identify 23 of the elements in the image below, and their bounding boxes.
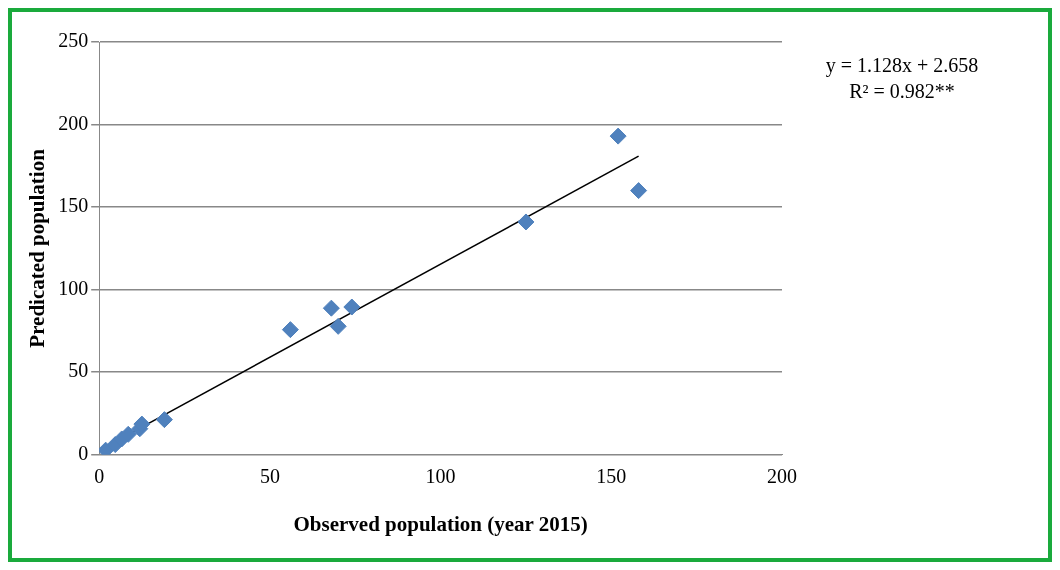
x-tick-label: 50 [259, 465, 280, 488]
point [630, 182, 648, 200]
x-tick-label: 150 [596, 465, 627, 488]
x-axis-title: Observed population (year 2015) [293, 511, 588, 536]
x-tick-label: 200 [767, 465, 797, 488]
point [322, 299, 340, 317]
point [343, 298, 361, 316]
x-tick-label: 0 [94, 465, 105, 488]
y-axis-title: Predicated population [25, 148, 50, 348]
point [281, 321, 299, 339]
y-tick-label: 50 [68, 359, 89, 382]
y-tick-label: 200 [58, 111, 89, 134]
x-tick-label: 100 [425, 465, 456, 488]
y-tick-label: 0 [78, 442, 89, 465]
point [517, 213, 535, 231]
point [155, 411, 173, 429]
text: y = 1.128x + 2.658 [825, 54, 979, 77]
y-tick-label: 100 [58, 276, 89, 299]
y-tick-label: 150 [58, 194, 89, 217]
point [609, 127, 627, 145]
text: R² = 0.982** [849, 80, 955, 102]
y-tick-label: 250 [58, 29, 89, 52]
point [329, 317, 347, 335]
